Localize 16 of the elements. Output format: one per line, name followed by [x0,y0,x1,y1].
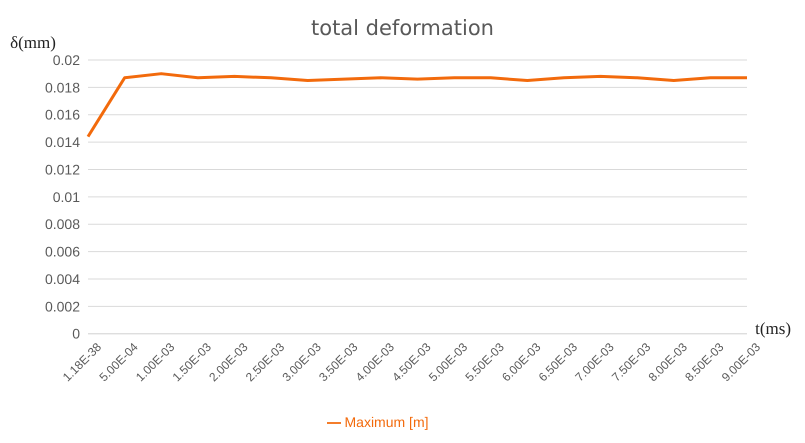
line-series [86,72,748,138]
y-tick-label: 0.01 [52,188,80,205]
y-tick-label: 0.012 [44,161,80,178]
y-tick-label: 0.014 [44,134,80,150]
legend-label: Maximum [m] [344,414,428,430]
y-tick-label: 0.02 [52,52,80,68]
y-tick-label: 0.002 [44,298,80,314]
y-tick-label: 0.004 [44,270,80,287]
y-axis-title: δ(mm) [10,33,56,52]
y-tick-label: 0.008 [44,216,80,232]
y-tick-label: 0.016 [44,106,80,123]
x-axis-title: t(ms) [755,318,791,338]
y-tick-label: 0 [72,326,80,342]
y-tick-label: 0.006 [44,244,80,260]
chart-title: total deformation [310,16,494,40]
y-tick-label: 0.018 [44,79,80,96]
